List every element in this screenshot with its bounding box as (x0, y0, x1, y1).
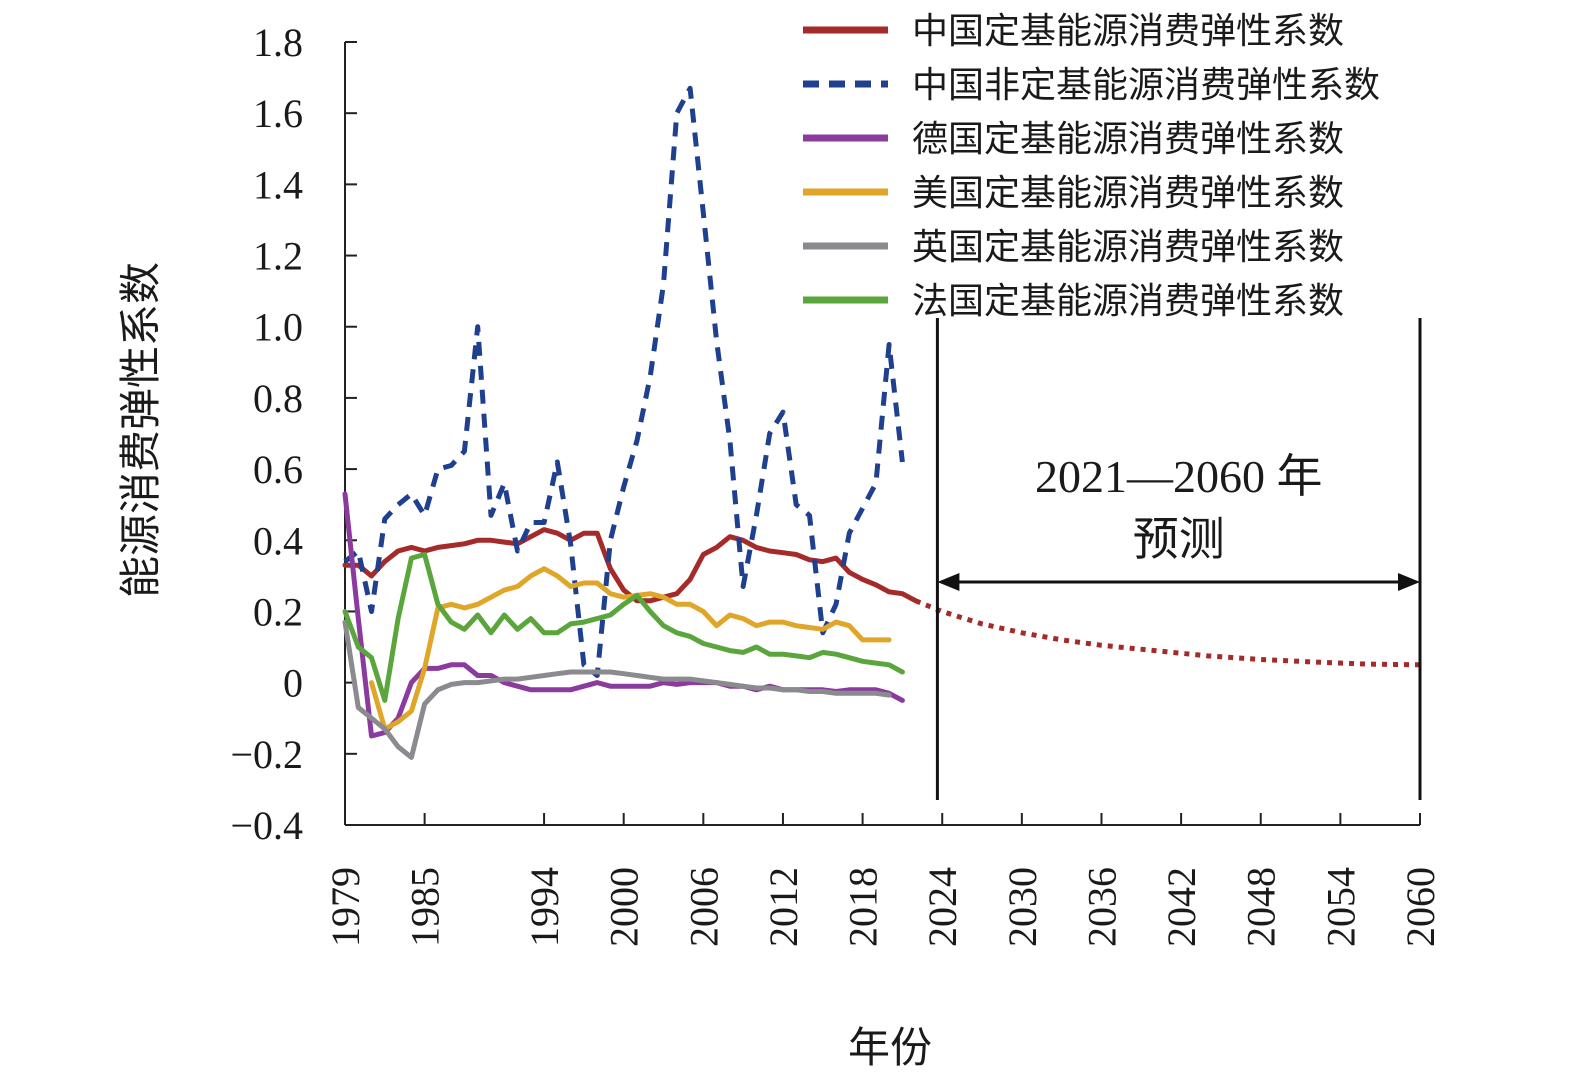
x-tick-label: 2024 (920, 867, 965, 947)
x-tick-label: 2060 (1398, 867, 1443, 947)
legend: 中国定基能源消费弹性系数中国非定基能源消费弹性系数德国定基能源消费弹性系数美国定… (803, 11, 1380, 322)
series-line-5 (342, 619, 892, 760)
y-tick-label: 1.0 (253, 305, 303, 350)
annotation-layer: 2021—2060 年预测 (935, 318, 1422, 800)
series-line-2 (343, 85, 905, 678)
x-tick-label: 2048 (1239, 867, 1284, 947)
y-tick-label: 0.6 (253, 447, 303, 492)
x-tick-label: 1979 (323, 867, 368, 947)
y-tick-label: 0.4 (253, 518, 303, 563)
x-tick-label: 2012 (761, 867, 806, 947)
x-tick-label: 2006 (681, 867, 726, 947)
legend-label-4: 美国定基能源消费弹性系数 (912, 173, 1344, 214)
legend-label-3: 德国定基能源消费弹性系数 (912, 119, 1344, 160)
y-tick-label: 1.6 (253, 91, 303, 136)
y-tick-label: 0.2 (253, 589, 303, 634)
x-tick-label: 2036 (1079, 867, 1124, 947)
forecast-layer (914, 598, 1421, 668)
x-tick-label: 1985 (403, 867, 448, 947)
x-tick-label: 1994 (522, 867, 567, 947)
x-axis-label: 年份 (848, 1023, 932, 1072)
y-tick-label: 1.8 (253, 20, 303, 65)
y-axis-label: 能源消费弹性系数 (116, 262, 165, 598)
forecast-line (914, 598, 1421, 668)
x-tick-label: 2030 (1000, 867, 1045, 947)
x-tick-label: 2018 (841, 867, 886, 947)
x-tick-label: 2042 (1159, 867, 1204, 947)
series-line-4 (369, 566, 892, 732)
y-axis: −0.4 −0.2 0 0.2 0.4 0.6 0.8 1.0 1.2 1.4 1.6 1.8 (230, 20, 357, 848)
series-line-6 (342, 552, 905, 703)
y-tick-label: −0.2 (230, 732, 303, 777)
y-tick-label: 0.8 (253, 376, 303, 421)
forecast-label-line1: 2021—2060 年 (1035, 451, 1323, 502)
y-tick-label: 1.4 (253, 162, 303, 207)
legend-label-2: 中国非定基能源消费弹性系数 (912, 65, 1380, 106)
series-line-1 (342, 527, 919, 604)
forecast-label-line2: 预测 (1133, 512, 1225, 566)
forecast-arrow-left-head (937, 573, 960, 591)
y-tick-label: −0.4 (230, 803, 303, 848)
legend-label-6: 法国定基能源消费弹性系数 (912, 281, 1344, 322)
x-tick-label: 2054 (1318, 867, 1363, 947)
y-tick-label: 1.2 (253, 234, 303, 279)
x-tick-label: 2000 (602, 867, 647, 947)
legend-label-5: 英国定基能源消费弹性系数 (912, 227, 1344, 268)
forecast-arrow-right-head (1398, 573, 1420, 591)
y-tick-label: 0 (283, 661, 303, 706)
legend-label-1: 中国定基能源消费弹性系数 (912, 11, 1344, 52)
x-axis: 1979 1985 1994 2000 2006 2012 2018 2024 2030 2036… (323, 813, 1443, 947)
series-layer (342, 85, 919, 760)
